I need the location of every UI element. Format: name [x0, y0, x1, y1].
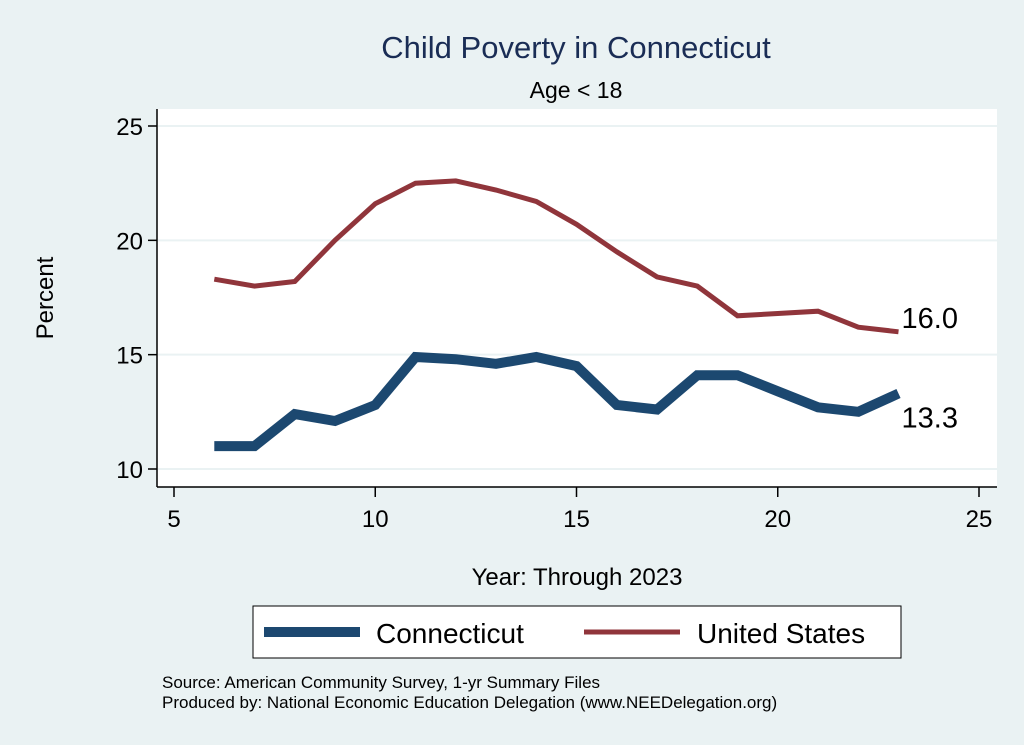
source-note: Source: American Community Survey, 1-yr … — [162, 673, 600, 692]
legend-label-connecticut: Connecticut — [376, 618, 524, 649]
series-line-united-states — [213, 178, 899, 335]
x-tick-label-20: 20 — [764, 506, 791, 533]
x-tick-label-15: 15 — [563, 506, 590, 533]
gridlines — [158, 125, 997, 470]
y-tick-label-10: 10 — [116, 457, 143, 484]
y-tick-label-20: 20 — [116, 228, 143, 255]
chart-title: Child Poverty in Connecticut — [381, 30, 771, 65]
end-label-connecticut: 13.3 — [902, 403, 958, 435]
x-tick-label-25: 25 — [966, 506, 993, 533]
x-axis-ticks: 5 10 15 20 25 — [167, 487, 992, 533]
y-axis-title: Percent — [32, 256, 59, 339]
producer-note: Produced by: National Economic Education… — [162, 693, 777, 712]
x-tick-label-10: 10 — [362, 506, 389, 533]
y-axis-ticks: 10 15 20 25 — [116, 114, 157, 484]
end-label-united-states: 16.0 — [902, 303, 958, 335]
x-axis-title: Year: Through 2023 — [472, 564, 683, 591]
chart-subtitle: Age < 18 — [530, 77, 623, 103]
plot-area — [157, 109, 997, 487]
legend-box — [252, 605, 902, 659]
series-layer — [213, 178, 901, 452]
y-tick-label-25: 25 — [116, 114, 143, 141]
legend: Connecticut United States — [252, 605, 902, 659]
x-tick-label-5: 5 — [167, 506, 180, 533]
series-line-connecticut — [214, 351, 901, 452]
legend-label-united-states: United States — [697, 618, 865, 649]
y-tick-label-15: 15 — [116, 343, 143, 370]
